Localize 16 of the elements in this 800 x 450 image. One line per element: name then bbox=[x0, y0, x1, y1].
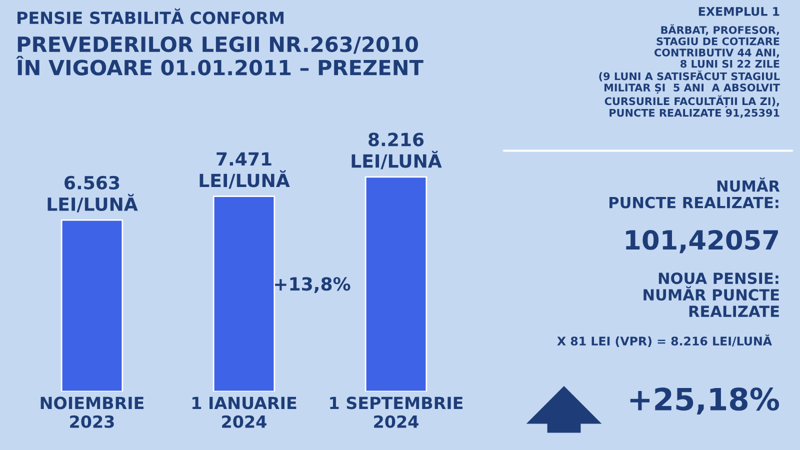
x-tick-label: 1 SEPTEMBRIE 2024 bbox=[330, 396, 463, 428]
x-tick-label: 1 IANUARIE 2024 bbox=[192, 396, 296, 428]
x-tick-label: NOIEMBRIE 2023 bbox=[40, 396, 144, 428]
text: EXEMPLUL 1 bbox=[698, 7, 780, 16]
text: X 81 LEI (VPR) = 8.216 LEI/LUNĂ bbox=[557, 334, 772, 347]
data-label: 6.563 LEI/LUNĂ bbox=[48, 176, 138, 212]
text: +25,18% bbox=[630, 388, 780, 415]
data-label: 8.216 LEI/LUNĂ bbox=[352, 132, 442, 170]
text: NUMĂR PUNCTE REALIZATE: bbox=[609, 177, 780, 208]
data-label: 7.471 LEI/LUNĂ bbox=[200, 152, 290, 189]
chart-title: PENSIE STABILITĂ CONFORM bbox=[18, 8, 284, 24]
text: 101,42057 bbox=[626, 230, 778, 254]
text: BĂRBAT, PROFESOR, STAGIU DE COTIZARE CONTRIBUTIV 44 ANI, 8 LUNI SI 22 ZILE (9 LUNI A SATISFĂCUT STAGIUL MILITAR ȘI 5 ANI A ABSOLVIT CURSURILE FACULTĂȚII LA ZI), PUNCTE REALIZATE 91,25391 bbox=[599, 24, 780, 118]
annotation: +13,8% bbox=[275, 277, 350, 294]
text: NOUA PENSIE: NUMĂR PUNCTE REALIZATE bbox=[644, 272, 779, 317]
chart-subtitle: PREVEDERILOR LEGII NR.263/2010 ÎN VIGOARE 01.01.2011 – PREZENT bbox=[16, 36, 424, 76]
